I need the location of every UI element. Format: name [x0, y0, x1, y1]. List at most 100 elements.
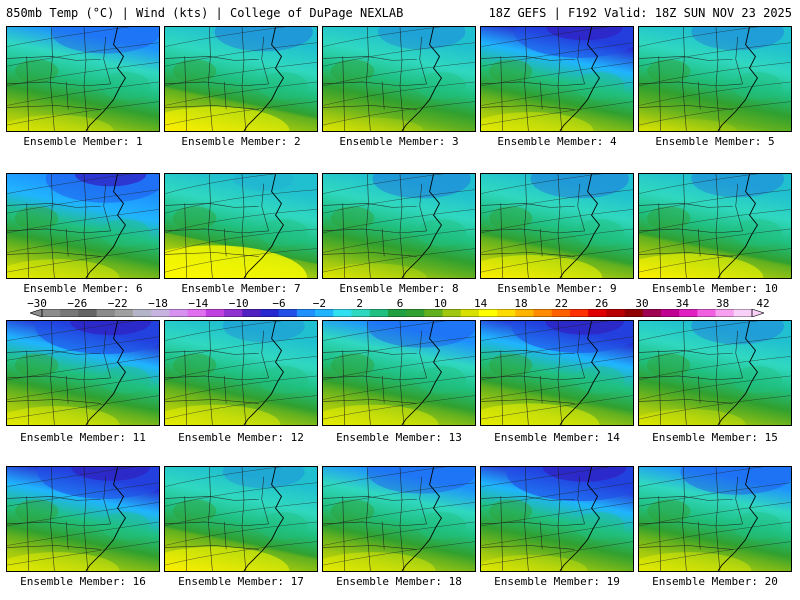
ensemble-member-13-map — [322, 320, 476, 426]
ensemble-member-15-map — [638, 320, 792, 426]
colorbar-swatch — [733, 309, 753, 317]
colorbar-swatch — [660, 309, 680, 317]
colorbar-swatch — [151, 309, 170, 317]
colorbar-swatch — [187, 309, 207, 317]
colorbar-swatch — [715, 309, 735, 317]
header-left: 850mb Temp (°C) | Wind (kts) | College o… — [6, 6, 404, 20]
colorbar-swatch — [114, 309, 134, 317]
colorbar-swatch — [296, 309, 316, 317]
ensemble-member-11-label: Ensemble Member: 11 — [20, 431, 146, 444]
colorbar-tick-label: 42 — [756, 297, 770, 310]
colorbar-swatch — [624, 309, 644, 317]
colorbar-tick-label: −6 — [272, 297, 286, 310]
colorbar-swatch — [497, 309, 516, 317]
colorbar-tick-label: 14 — [474, 297, 488, 310]
ensemble-member-10-label: Ensemble Member: 10 — [652, 282, 778, 295]
ensemble-member-5-map — [638, 26, 792, 132]
colorbar-right-arrow — [751, 309, 764, 317]
colorbar-tick-label: 38 — [716, 297, 730, 310]
colorbar-tick-label: 30 — [635, 297, 649, 310]
ensemble-member-10-map — [638, 173, 792, 279]
colorbar-swatch — [569, 309, 589, 317]
ensemble-member-7-label: Ensemble Member: 7 — [181, 282, 301, 295]
ensemble-member-3-label: Ensemble Member: 3 — [339, 135, 459, 148]
colorbar-swatch — [460, 309, 480, 317]
colorbar-swatch — [588, 309, 607, 317]
colorbar-tick-label: −2 — [312, 297, 326, 310]
ensemble-member-18-label: Ensemble Member: 18 — [336, 575, 462, 588]
colorbar-swatch — [205, 309, 225, 317]
colorbar-swatch — [96, 309, 116, 317]
ensemble-member-6-map — [6, 173, 160, 279]
colorbar-swatch — [424, 309, 443, 317]
colorbar-swatch — [478, 309, 498, 317]
colorbar-swatch — [60, 309, 79, 317]
ensemble-member-12-map — [164, 320, 318, 426]
ensemble-member-7-map — [164, 173, 318, 279]
colorbar-tick-label: 22 — [554, 297, 568, 310]
colorbar-tick-label: 10 — [433, 297, 447, 310]
ensemble-member-9-map — [480, 173, 634, 279]
ensemble-member-1-map — [6, 26, 160, 132]
colorbar-tick-label: −22 — [107, 297, 128, 310]
colorbar-swatch — [133, 309, 152, 317]
colorbar-swatch — [242, 309, 261, 317]
colorbar-swatch — [260, 309, 280, 317]
colorbar-tick-label: −10 — [228, 297, 249, 310]
colorbar-swatch — [278, 309, 298, 317]
header-right: 18Z GEFS | F192 Valid: 18Z SUN NOV 23 20… — [488, 6, 792, 20]
ensemble-member-18-map — [322, 466, 476, 572]
colorbar-swatch — [224, 309, 243, 317]
ensemble-member-16-label: Ensemble Member: 16 — [20, 575, 146, 588]
ensemble-member-6-label: Ensemble Member: 6 — [23, 282, 143, 295]
colorbar-swatch — [551, 309, 571, 317]
colorbar-left-arrow — [30, 309, 43, 317]
colorbar-tick-label: −30 — [27, 297, 47, 310]
ensemble-member-4-label: Ensemble Member: 4 — [497, 135, 617, 148]
colorbar-swatch — [642, 309, 662, 317]
colorbar-swatch — [351, 309, 371, 317]
ensemble-member-3-map — [322, 26, 476, 132]
colorbar-swatch — [169, 309, 189, 317]
colorbar-swatch — [606, 309, 625, 317]
colorbar-swatch — [42, 309, 61, 317]
ensemble-member-17-label: Ensemble Member: 17 — [178, 575, 304, 588]
ensemble-member-19-label: Ensemble Member: 19 — [494, 575, 620, 588]
ensemble-member-9-label: Ensemble Member: 9 — [497, 282, 617, 295]
ensemble-member-5-label: Ensemble Member: 5 — [655, 135, 775, 148]
colorbar-tick-label: −26 — [67, 297, 88, 310]
colorbar-tick-label: 2 — [356, 297, 363, 310]
ensemble-member-8-label: Ensemble Member: 8 — [339, 282, 459, 295]
ensemble-member-11-map — [6, 320, 160, 426]
colorbar-swatch — [369, 309, 389, 317]
ensemble-member-12-label: Ensemble Member: 12 — [178, 431, 304, 444]
ensemble-member-2-label: Ensemble Member: 2 — [181, 135, 301, 148]
ensemble-member-14-map — [480, 320, 634, 426]
ensemble-member-16-map — [6, 466, 160, 572]
colorbar-tick-label: −18 — [148, 297, 168, 310]
ensemble-member-8-map — [322, 173, 476, 279]
colorbar-swatch — [679, 309, 698, 317]
colorbar-tick-label: 34 — [675, 297, 689, 310]
ensemble-member-1-label: Ensemble Member: 1 — [23, 135, 143, 148]
colorbar-swatch — [533, 309, 553, 317]
colorbar — [30, 309, 764, 317]
colorbar-swatch — [78, 309, 98, 317]
ensemble-member-19-map — [480, 466, 634, 572]
colorbar-swatch — [333, 309, 352, 317]
ensemble-member-20-map — [638, 466, 792, 572]
colorbar-swatch — [515, 309, 534, 317]
ensemble-member-15-label: Ensemble Member: 15 — [652, 431, 778, 444]
ensemble-member-17-map — [164, 466, 318, 572]
ensemble-member-14-label: Ensemble Member: 14 — [494, 431, 620, 444]
colorbar-swatch — [697, 309, 716, 317]
colorbar-tick-label: 18 — [514, 297, 528, 310]
ensemble-member-2-map — [164, 26, 318, 132]
colorbar-swatch — [406, 309, 425, 317]
colorbar-tick-label: 6 — [396, 297, 404, 310]
ensemble-member-4-map — [480, 26, 634, 132]
colorbar-swatch — [315, 309, 334, 317]
colorbar-tick-label: 26 — [595, 297, 609, 310]
ensemble-member-20-label: Ensemble Member: 20 — [652, 575, 778, 588]
ensemble-member-13-label: Ensemble Member: 13 — [336, 431, 462, 444]
